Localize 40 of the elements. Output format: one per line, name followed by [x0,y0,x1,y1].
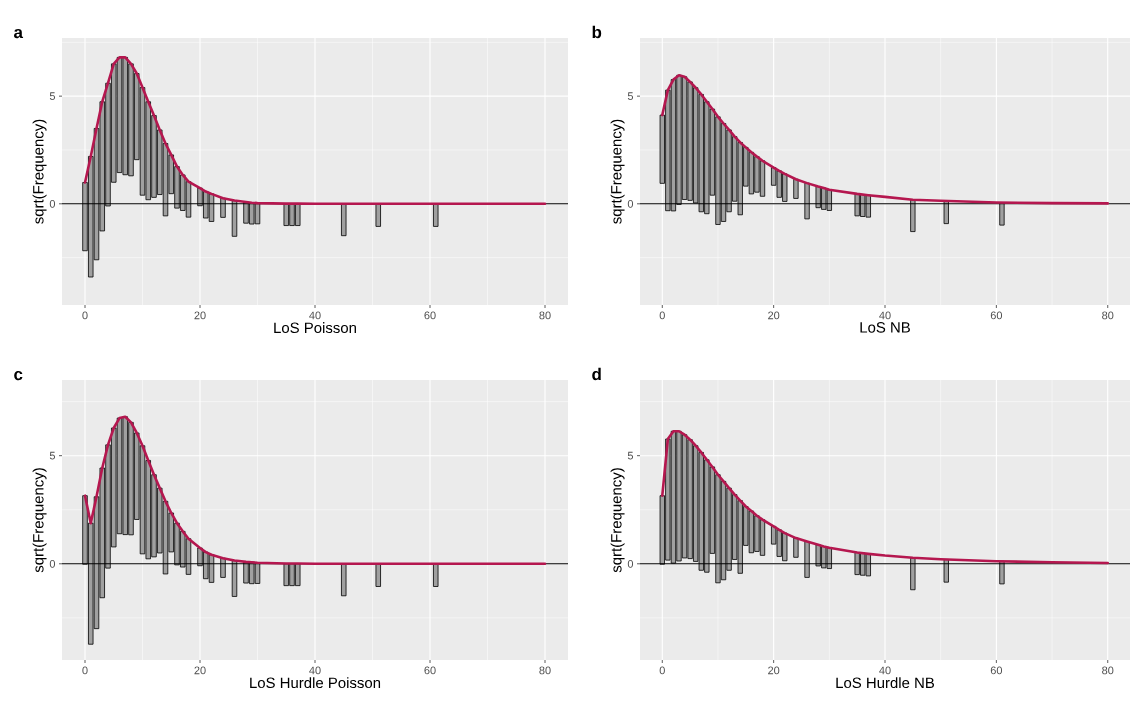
x-tick-label: 80 [539,311,551,320]
y-axis-title: sqrt(Frequency) [610,119,625,224]
x-tick-label: 80 [1102,666,1114,675]
x-tick-label: 40 [309,666,321,675]
y-axis-title: sqrt(Frequency) [32,119,47,224]
x-tick-label: 60 [424,666,436,675]
x-tick-label: 0 [659,311,665,320]
x-axis-title: LoS Hurdle NB [836,677,935,689]
x-tick-label: 40 [309,311,321,320]
x-tick-label: 20 [194,311,206,320]
x-tick-label: 20 [768,311,780,320]
chart-title: b [592,25,602,39]
x-axis-title: LoS Hurdle Poisson [250,677,381,689]
y-tick-label: 5 [49,92,56,100]
x-tick-label: 60 [990,666,1003,675]
x-tick-label: 80 [539,666,551,675]
y-axis-title: sqrt(Frequency) [32,468,47,573]
x-tick-label: 20 [768,666,780,675]
y-axis-title: sqrt(Frequency) [610,468,625,573]
x-tick-label: 40 [879,666,891,675]
x-tick-label: 40 [879,311,891,320]
x-tick-label: 0 [82,311,88,320]
y-tick-label: 5 [627,451,634,460]
x-tick-label: 80 [1102,311,1114,320]
x-axis-title: LoS Poisson [274,322,356,334]
y-tick-label: 5 [627,92,634,100]
y-tick-label: 0 [627,559,634,568]
x-axis-title: LoS NB [860,322,910,333]
chart-title: a [14,28,24,39]
y-tick-label: 0 [49,559,56,568]
x-tick-label: 0 [82,666,88,675]
y-tick-label: 5 [49,451,56,460]
chart-title: d [592,367,601,381]
x-tick-label: 0 [659,666,665,675]
x-tick-label: 60 [990,311,1003,320]
y-tick-label: 0 [49,199,56,208]
chart-title: c [14,370,23,381]
x-tick-label: 20 [194,666,206,675]
x-tick-label: 60 [424,311,436,320]
y-tick-label: 0 [627,199,634,208]
